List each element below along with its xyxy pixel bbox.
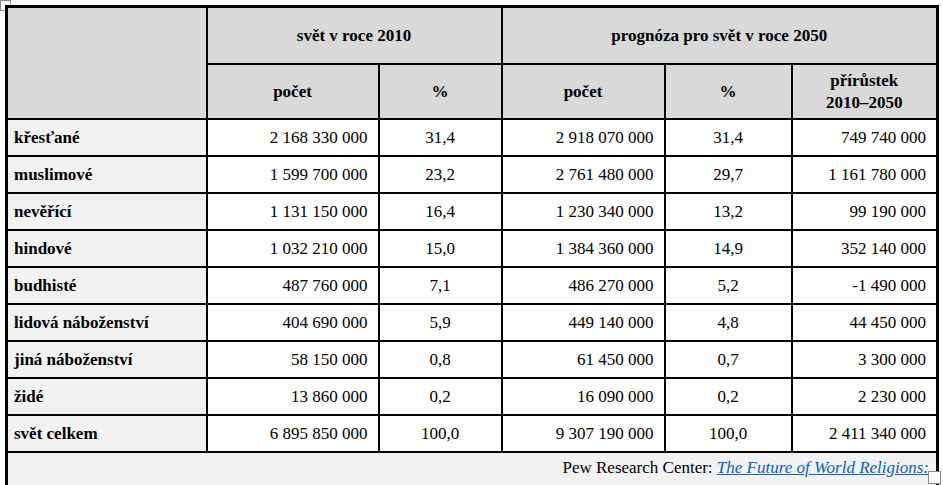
count-2010-value: 58 150 000 (207, 341, 379, 378)
column-header-growth: přírůstek 2010–2050 (792, 64, 938, 119)
table-row: budhisté 487 760 000 7,1 486 270 000 5,2… (7, 267, 938, 304)
count-2010-value: 13 860 000 (207, 378, 379, 415)
growth-value: 99 190 000 (792, 193, 938, 230)
pct-2050-value: 5,2 (665, 267, 792, 304)
pct-2050-value: 0,7 (665, 341, 792, 378)
row-label: hindové (7, 230, 207, 267)
pct-2010-value: 100,0 (379, 415, 502, 452)
count-2050-value: 9 307 190 000 (502, 415, 665, 452)
pct-2010-value: 31,4 (379, 119, 502, 156)
source-citation: Pew Research Center: The Future of World… (7, 452, 938, 485)
count-2050-value: 1 384 360 000 (502, 230, 665, 267)
table-row: muslimové 1 599 700 000 23,2 2 761 480 0… (7, 156, 938, 193)
header-group-2050: prognóza pro svět v roce 2050 (502, 7, 938, 65)
count-2050-value: 449 140 000 (502, 304, 665, 341)
count-2010-value: 404 690 000 (207, 304, 379, 341)
pct-2050-value: 14,9 (665, 230, 792, 267)
growth-value: 749 740 000 (792, 119, 938, 156)
table-row: hindové 1 032 210 000 15,0 1 384 360 000… (7, 230, 938, 267)
count-2050-value: 61 450 000 (502, 341, 665, 378)
row-label: lidová náboženství (7, 304, 207, 341)
table-row: lidová náboženství 404 690 000 5,9 449 1… (7, 304, 938, 341)
growth-value: 3 300 000 (792, 341, 938, 378)
count-2010-value: 1 599 700 000 (207, 156, 379, 193)
growth-value: 1 161 780 000 (792, 156, 938, 193)
pct-2010-value: 16,4 (379, 193, 502, 230)
growth-value: 2 230 000 (792, 378, 938, 415)
table-row: nevěřící 1 131 150 000 16,4 1 230 340 00… (7, 193, 938, 230)
pct-2010-value: 7,1 (379, 267, 502, 304)
row-label: židé (7, 378, 207, 415)
pct-2010-value: 0,2 (379, 378, 502, 415)
count-2010-value: 2 168 330 000 (207, 119, 379, 156)
growth-value: -1 490 000 (792, 267, 938, 304)
count-2010-value: 6 895 850 000 (207, 415, 379, 452)
row-label: nevěřící (7, 193, 207, 230)
corner-cell (7, 7, 207, 120)
count-2050-value: 2 918 070 000 (502, 119, 665, 156)
document-page: svět v roce 2010 prognóza pro svět v roc… (0, 0, 943, 485)
column-header-pct-2050: % (665, 64, 792, 119)
pct-2010-value: 15,0 (379, 230, 502, 267)
row-label: jiná náboženství (7, 341, 207, 378)
table-row: židé 13 860 000 0,2 16 090 000 0,2 2 230… (7, 378, 938, 415)
pct-2010-value: 5,9 (379, 304, 502, 341)
row-label: muslimové (7, 156, 207, 193)
pct-2010-value: 23,2 (379, 156, 502, 193)
header-group-2010: svět v roce 2010 (207, 7, 502, 65)
table-row: křesťané 2 168 330 000 31,4 2 918 070 00… (7, 119, 938, 156)
row-label: křesťané (7, 119, 207, 156)
source-row: Pew Research Center: The Future of World… (7, 452, 938, 485)
table-row-total: svět celkem 6 895 850 000 100,0 9 307 19… (7, 415, 938, 452)
pct-2050-value: 29,7 (665, 156, 792, 193)
count-2010-value: 1 131 150 000 (207, 193, 379, 230)
growth-value: 44 450 000 (792, 304, 938, 341)
table-row: jiná náboženství 58 150 000 0,8 61 450 0… (7, 341, 938, 378)
row-label: svět celkem (7, 415, 207, 452)
count-2010-value: 1 032 210 000 (207, 230, 379, 267)
count-2050-value: 2 761 480 000 (502, 156, 665, 193)
column-header-count-2050: počet (502, 64, 665, 119)
source-prefix: Pew Research Center: (562, 458, 716, 477)
count-2050-value: 486 270 000 (502, 267, 665, 304)
pct-2050-value: 4,8 (665, 304, 792, 341)
pct-2010-value: 0,8 (379, 341, 502, 378)
pct-2050-value: 100,0 (665, 415, 792, 452)
count-2050-value: 1 230 340 000 (502, 193, 665, 230)
column-header-count-2010: počet (207, 64, 379, 119)
count-2050-value: 16 090 000 (502, 378, 665, 415)
header-group-row: svět v roce 2010 prognóza pro svět v roc… (7, 7, 938, 65)
pct-2050-value: 13,2 (665, 193, 792, 230)
row-label: budhisté (7, 267, 207, 304)
pct-2050-value: 31,4 (665, 119, 792, 156)
pct-2050-value: 0,2 (665, 378, 792, 415)
growth-value: 352 140 000 (792, 230, 938, 267)
column-header-pct-2010: % (379, 64, 502, 119)
table-resize-handle-icon[interactable] (928, 471, 941, 484)
religions-projection-table: svět v roce 2010 prognóza pro svět v roc… (5, 5, 939, 485)
count-2010-value: 487 760 000 (207, 267, 379, 304)
growth-value: 2 411 340 000 (792, 415, 938, 452)
